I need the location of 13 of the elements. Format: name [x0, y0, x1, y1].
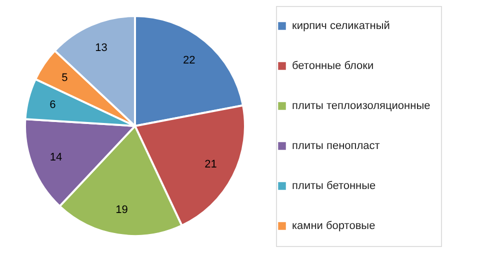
data-label: 13: [95, 42, 108, 54]
legend-label: плиты теплоизоляционные: [292, 100, 430, 112]
legend-label: кирпич селикатный: [292, 20, 390, 32]
data-label: 21: [204, 158, 217, 171]
legend-label: камни бортовые: [292, 220, 376, 232]
data-label: 19: [116, 204, 128, 216]
data-label: 6: [50, 98, 56, 111]
data-label: 5: [62, 72, 68, 84]
legend-label: плиты пенопласт: [292, 140, 380, 152]
data-label: 14: [50, 151, 62, 164]
legend-label: бетонные блоки: [292, 60, 374, 72]
data-label: 22: [183, 54, 196, 67]
legend-label: плиты бетонные: [292, 180, 376, 192]
